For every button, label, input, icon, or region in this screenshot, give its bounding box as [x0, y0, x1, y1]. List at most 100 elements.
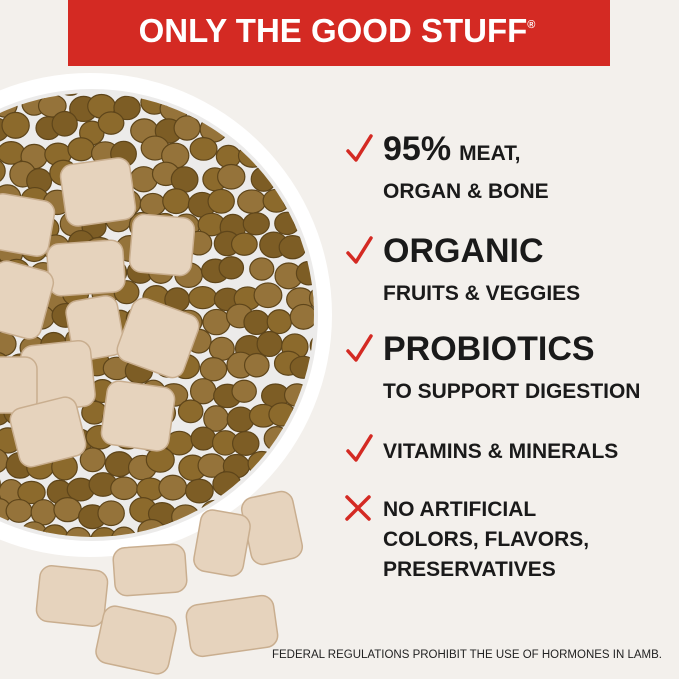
kibble: [57, 93, 84, 96]
header-title-text: ONLY THE GOOD STUFF: [139, 12, 528, 49]
kibble: [289, 303, 314, 330]
kibble: [185, 478, 214, 504]
check-icon: [346, 334, 373, 362]
kibble: [231, 430, 260, 456]
check-icon: [346, 134, 373, 162]
kibble: [266, 309, 293, 335]
kibble: [256, 330, 283, 358]
kibble: [113, 95, 141, 121]
kibble: [177, 399, 204, 424]
kibble: [316, 164, 342, 190]
registered-mark: ®: [527, 19, 535, 31]
kibble: [313, 452, 314, 477]
benefit-lead-text: PROBIOTICS: [383, 330, 595, 368]
benefit-line: COLORS, FLAVORS,: [383, 528, 589, 551]
kibble: [110, 476, 138, 501]
kibble: [110, 526, 138, 537]
freeze-dried-chunk: [112, 543, 188, 597]
kibble: [249, 257, 275, 281]
kibble: [53, 497, 82, 523]
kibble: [30, 499, 57, 526]
benefit-line: TO SUPPORT DIGESTION: [383, 380, 640, 403]
kibble: [158, 474, 188, 501]
freeze-dried-chunk: [193, 509, 251, 577]
kibble: [307, 471, 314, 499]
kibble: [0, 141, 26, 165]
kibble: [231, 379, 257, 403]
kibble: [97, 500, 125, 527]
kibble: [283, 137, 309, 161]
benefit-line: PRESERVATIVES: [383, 558, 556, 581]
benefit-line: NO ARTIFICIAL: [383, 498, 536, 521]
kibble: [258, 93, 286, 120]
kibble: [242, 212, 270, 236]
kibble: [199, 357, 228, 382]
kibble: [67, 137, 95, 162]
kibble: [272, 120, 301, 145]
header-title: ONLY THE GOOD STUFF®: [139, 12, 536, 49]
kibble: [303, 93, 314, 118]
benefit-lead-small: MEAT,: [459, 142, 520, 165]
kibble: [189, 136, 218, 161]
kibble: [64, 526, 92, 537]
freeze-dried-chunk: [0, 193, 56, 257]
freeze-dried-chunk: [46, 239, 126, 297]
kibble: [79, 447, 106, 473]
kibble: [310, 425, 314, 452]
check-icon: [346, 236, 373, 264]
kibble: [220, 93, 247, 94]
kibble: [1, 111, 30, 139]
kibble: [5, 498, 33, 523]
kibble: [90, 527, 119, 537]
benefit-lead: 95% MEAT,: [383, 130, 521, 168]
kibble: [296, 64, 322, 88]
freeze-dried-chunk: [59, 157, 137, 227]
kibble: [296, 110, 314, 138]
kibble: [97, 111, 125, 135]
kibble: [17, 480, 46, 505]
kibble: [207, 188, 235, 214]
kibble: [321, 116, 347, 141]
freeze-dried-chunk: [100, 380, 176, 452]
kibble: [320, 496, 347, 521]
kibble: [233, 93, 262, 114]
kibble: [321, 216, 348, 241]
benefit-lead: PROBIOTICS: [383, 330, 595, 368]
kibble: [307, 138, 314, 165]
kibble: [218, 256, 245, 280]
benefit-line: ORGAN & BONE: [383, 180, 549, 203]
freeze-dried-chunk: [116, 297, 200, 379]
kibble: [310, 183, 314, 209]
benefit-line: VITAMINS & MINERALS: [383, 440, 618, 463]
kibble: [217, 163, 246, 190]
kibble: [253, 282, 283, 309]
freeze-dried-chunk: [35, 565, 109, 627]
benefit-lead: ORGANIC: [383, 232, 544, 270]
kibble: [302, 518, 314, 537]
kibble: [51, 110, 78, 137]
kibble: [188, 285, 218, 310]
kibble: [243, 309, 270, 336]
footnote: FEDERAL REGULATIONS PROHIBIT THE USE OF …: [272, 649, 662, 661]
freeze-dried-chunk: [128, 213, 196, 277]
cross-icon: [345, 495, 371, 521]
kibble: [309, 333, 314, 358]
kibble: [322, 71, 350, 97]
benefit-line: FRUITS & VEGGIES: [383, 282, 580, 305]
header-banner: [68, 0, 610, 66]
kibble: [250, 93, 276, 98]
kibble: [190, 426, 217, 451]
kibble: [308, 285, 314, 312]
kibble: [243, 352, 270, 378]
benefit-lead-text: 95%: [383, 130, 451, 168]
kibble: [173, 115, 201, 141]
kibble: [197, 93, 227, 95]
kibble: [237, 189, 267, 214]
kibble: [202, 308, 231, 336]
kibble: [271, 64, 295, 90]
kibble: [293, 160, 314, 187]
kibble: [230, 232, 258, 256]
kibble: [296, 456, 314, 480]
